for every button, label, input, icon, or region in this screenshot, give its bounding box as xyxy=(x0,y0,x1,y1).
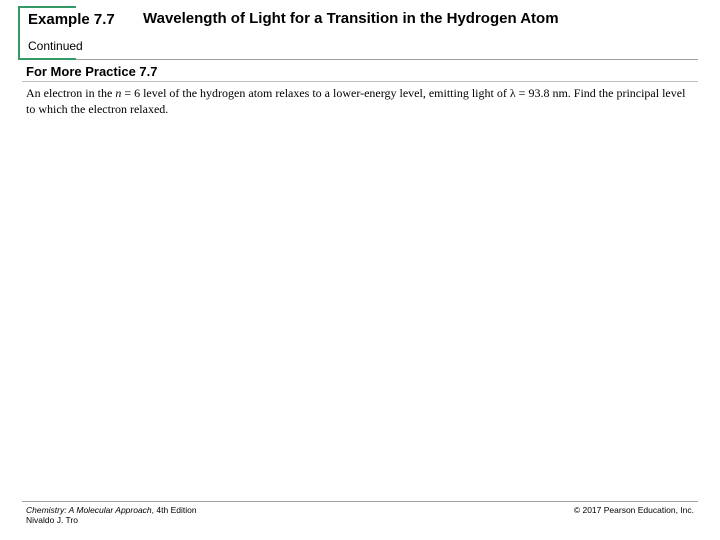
continued-label: Continued xyxy=(0,39,720,53)
header-region: Example 7.7 Wavelength of Light for a Tr… xyxy=(0,0,720,53)
body-pre: An electron in the xyxy=(26,86,115,100)
practice-heading: For More Practice 7.7 xyxy=(0,64,720,79)
body-mid1: = 6 level of the hydrogen atom relaxes t… xyxy=(121,86,510,100)
book-title: Chemistry: A Molecular Approach xyxy=(26,505,152,515)
header-row: Example 7.7 Wavelength of Light for a Tr… xyxy=(0,8,720,29)
footer-divider xyxy=(22,501,698,502)
example-number: Example 7.7 xyxy=(28,10,143,28)
book-edition: , 4th Edition xyxy=(152,505,197,515)
author: Nivaldo J. Tro xyxy=(26,515,78,525)
footer-left: Chemistry: A Molecular Approach, 4th Edi… xyxy=(26,505,197,526)
footer: Chemistry: A Molecular Approach, 4th Edi… xyxy=(26,505,694,526)
example-title: Wavelength of Light for a Transition in … xyxy=(143,10,589,29)
practice-body: An electron in the n = 6 level of the hy… xyxy=(0,82,720,117)
divider-top xyxy=(22,59,698,60)
copyright: © 2017 Pearson Education, Inc. xyxy=(574,505,694,515)
